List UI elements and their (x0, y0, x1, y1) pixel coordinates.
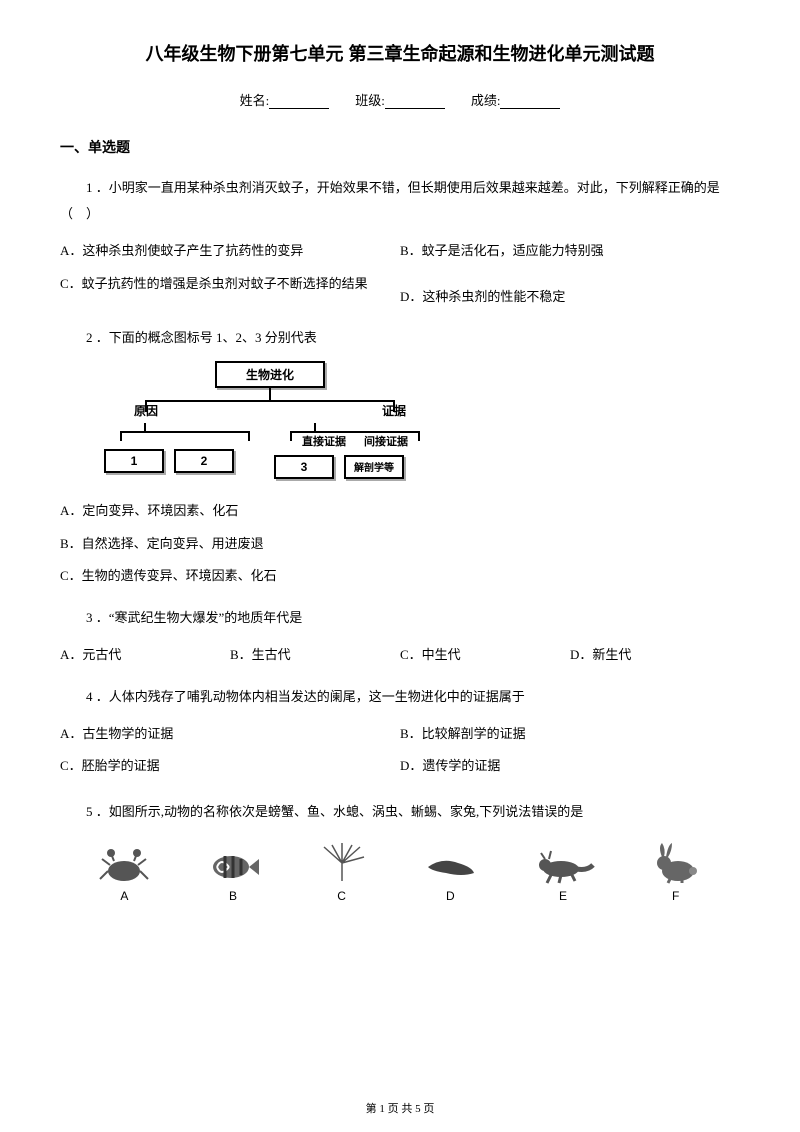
animal-d: D (422, 849, 478, 903)
fish-icon (205, 845, 261, 885)
animal-f: F (648, 841, 704, 903)
name-blank[interactable] (269, 95, 329, 109)
q2-options: A．定向变异、环境因素、化石 B．自然选择、定向变异、用进废退 C．生物的遗传变… (60, 497, 740, 591)
page-title: 八年级生物下册第七单元 第三章生命起源和生物进化单元测试题 (60, 40, 740, 66)
diagram-sub2: 间接证据 (358, 433, 414, 449)
lizard-icon (531, 845, 595, 885)
q3-options: A．元古代 B．生古代 C．中生代 D．新生代 (60, 641, 740, 670)
section-heading: 一、单选题 (60, 137, 740, 157)
q3-opt-c: C．中生代 (400, 641, 570, 670)
q1-stem: 1 ．小明家一直用某种杀虫剂消灭蚊子，开始效果不错，但长期使用后效果越来越差。对… (60, 175, 740, 227)
animal-b-label: B (229, 889, 237, 903)
q1-opt-d: D．这种杀虫剂的性能不稳定 (400, 270, 740, 312)
class-blank[interactable] (385, 95, 445, 109)
q3-opt-b: B．生古代 (230, 641, 400, 670)
animal-a: A (96, 845, 152, 903)
q1-options: A．这种杀虫剂使蚊子产生了抗药性的变异 B．蚊子是活化石，适应能力特别强 C．蚊… (60, 237, 740, 311)
animal-a-label: A (120, 889, 128, 903)
animal-d-label: D (446, 889, 455, 903)
student-info-line: 姓名: 班级: 成绩: (60, 90, 740, 109)
q4-stem: 4 ．人体内残存了哺乳动物体内相当发达的阑尾，这一生物进化中的证据属于 (60, 684, 740, 710)
diagram-sub1: 直接证据 (296, 433, 352, 449)
crab-icon (96, 845, 152, 885)
q2-opt-b: B．自然选择、定向变异、用进废退 (60, 530, 740, 559)
score-label: 成绩: (471, 90, 501, 109)
q5-stem: 5 ．如图所示,动物的名称依次是螃蟹、鱼、水螅、涡虫、蜥蜴、家兔,下列说法错误的… (60, 799, 740, 825)
q4-opt-c: C．胚胎学的证据 (60, 752, 400, 781)
diagram-box-4: 解剖学等 (344, 455, 404, 479)
animal-f-label: F (672, 889, 679, 903)
diagram-box-2: 2 (174, 449, 234, 473)
animal-e-label: E (559, 889, 567, 903)
animal-b: B (205, 845, 261, 903)
q4-options: A．古生物学的证据 B．比较解剖学的证据 C．胚胎学的证据 D．遗传学的证据 (60, 720, 740, 785)
q4-opt-b: B．比较解剖学的证据 (400, 720, 740, 749)
name-label: 姓名: (240, 90, 270, 109)
planaria-icon (422, 849, 478, 885)
q4-opt-a: A．古生物学的证据 (60, 720, 400, 749)
q1-opt-a: A．这种杀虫剂使蚊子产生了抗药性的变异 (60, 237, 400, 266)
q3-opt-d: D．新生代 (570, 641, 740, 670)
hydra-icon (314, 841, 370, 885)
q2-opt-c: C．生物的遗传变异、环境因素、化石 (60, 562, 740, 591)
q3-opt-a: A．元古代 (60, 641, 230, 670)
rabbit-icon (648, 841, 704, 885)
diagram-top: 生物进化 (215, 361, 325, 388)
animal-e: E (531, 845, 595, 903)
q4-opt-d: D．遗传学的证据 (400, 752, 740, 781)
diagram-box-1: 1 (104, 449, 164, 473)
animal-c: C (314, 841, 370, 903)
q2-opt-a: A．定向变异、环境因素、化石 (60, 497, 740, 526)
score-blank[interactable] (500, 95, 560, 109)
q2-stem: 2 ．下面的概念图标号 1、2、3 分别代表 (60, 325, 740, 351)
diagram-box-3: 3 (274, 455, 334, 479)
animals-row: A B C D E (60, 841, 740, 903)
q1-opt-b: B．蚊子是活化石，适应能力特别强 (400, 237, 740, 266)
q3-stem: 3 ．“寒武纪生物大爆发”的地质年代是 (60, 605, 740, 631)
animal-c-label: C (337, 889, 346, 903)
q1-opt-c: C．蚊子抗药性的增强是杀虫剂对蚊子不断选择的结果 (60, 270, 400, 312)
class-label: 班级: (355, 90, 385, 109)
page-footer: 第 1 页 共 5 页 (0, 1100, 800, 1116)
concept-diagram: 生物进化 原因 证据 1 2 直接证据 (100, 361, 440, 479)
